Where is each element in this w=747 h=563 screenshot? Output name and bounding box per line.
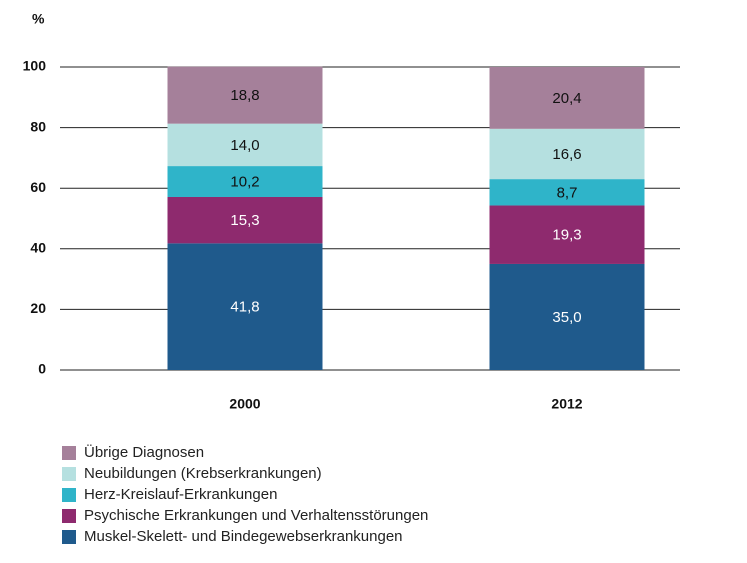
bar-segment — [167, 196, 323, 244]
value-label: 8,7 — [557, 184, 578, 201]
legend-swatch — [62, 467, 76, 481]
bar-segment — [489, 205, 645, 264]
y-tick-label: 100 — [23, 58, 47, 74]
legend-swatch — [62, 488, 76, 502]
bar-segment — [489, 67, 645, 129]
legend-swatch — [62, 509, 76, 523]
value-label: 16,6 — [552, 146, 581, 163]
legend-swatch — [62, 446, 76, 460]
value-label: 18,8 — [230, 87, 259, 104]
value-label: 20,4 — [552, 90, 581, 107]
y-tick-label: 80 — [30, 118, 46, 134]
legend-label: Übrige Diagnosen — [84, 443, 204, 461]
value-label: 35,0 — [552, 309, 581, 326]
y-axis-label: % — [32, 11, 45, 27]
y-tick-label: 20 — [30, 300, 46, 316]
value-label: 15,3 — [230, 212, 259, 229]
value-label: 10,2 — [230, 174, 259, 191]
bar-segment — [167, 243, 323, 370]
y-tick-label: 60 — [30, 179, 46, 195]
value-label: 41,8 — [230, 299, 259, 316]
y-tick-label: 0 — [38, 361, 46, 377]
bar-segment — [167, 66, 323, 124]
value-label: 14,0 — [230, 137, 259, 154]
bar-segment — [489, 128, 645, 180]
bar-segment — [167, 166, 323, 197]
legend-label: Neubildungen (Krebserkrankungen) — [84, 465, 322, 482]
x-tick-label: 2000 — [229, 396, 260, 412]
bar-segment — [489, 179, 645, 206]
bar-segment — [167, 123, 323, 167]
bar-segment — [489, 263, 645, 370]
x-tick-label: 2012 — [551, 396, 582, 412]
y-tick-label: 40 — [30, 240, 46, 256]
legend-label: Psychische Erkrankungen und Verhaltensst… — [84, 507, 428, 524]
legend-label: Muskel-Skelett- und Bindegewebserkrankun… — [84, 528, 403, 545]
value-label: 19,3 — [552, 227, 581, 244]
legend-label: Herz-Kreislauf-Erkrankungen — [84, 486, 277, 503]
legend-swatch — [62, 530, 76, 544]
